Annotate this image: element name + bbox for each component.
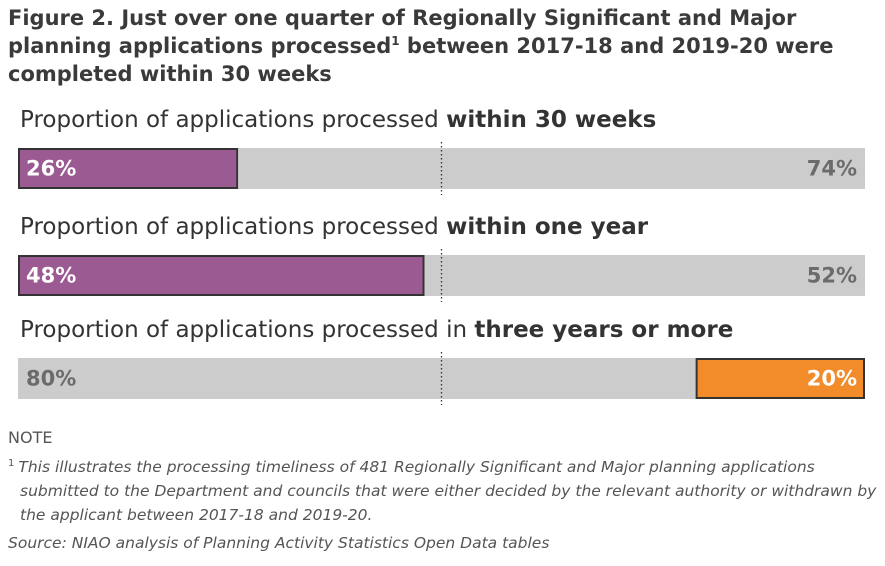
row-label-emphasis: within one year bbox=[446, 214, 649, 240]
row-label: Proportion of applications processed in … bbox=[20, 317, 733, 343]
notes: NOTE 1 This illustrates the processing ti… bbox=[8, 428, 878, 552]
bar-segment bbox=[18, 148, 239, 189]
source: Source: NIAO analysis of Planning Activi… bbox=[8, 534, 550, 552]
value-label: 26% bbox=[26, 157, 76, 181]
bar-segment bbox=[18, 255, 425, 296]
value-label: 52% bbox=[807, 264, 857, 288]
footnote-marker: 1 bbox=[8, 458, 15, 469]
chart: Proportion of applications processed wit… bbox=[18, 107, 866, 405]
title-text: between 2017-18 and 2019-20 were complet… bbox=[8, 34, 834, 86]
value-label: 74% bbox=[807, 157, 857, 181]
title-text: Figure 2. Just over one quarter of Regio… bbox=[8, 6, 797, 58]
row-label-text: Proportion of applications processed bbox=[20, 214, 439, 240]
bar-segment bbox=[695, 358, 865, 399]
row-label-emphasis: three years or more bbox=[474, 317, 733, 343]
value-label: 48% bbox=[26, 264, 76, 288]
row-label: Proportion of applications processed wit… bbox=[20, 107, 656, 133]
figure-title: Figure 2. Just over one quarter of Regio… bbox=[8, 4, 868, 88]
bar-segment bbox=[18, 358, 696, 399]
row-label-emphasis: within 30 weeks bbox=[446, 107, 656, 133]
value-label: 20% bbox=[807, 367, 857, 391]
footnote-text: This illustrates the processing timeline… bbox=[18, 458, 877, 524]
value-label: 80% bbox=[26, 367, 76, 391]
row-label: Proportion of applications processed wit… bbox=[20, 214, 649, 240]
bar-segment bbox=[424, 255, 865, 296]
footnote: 1 This illustrates the processing timelin… bbox=[8, 455, 878, 527]
note-label: NOTE bbox=[8, 428, 53, 447]
bar-segment bbox=[238, 148, 866, 189]
footnote-marker: 1 bbox=[391, 34, 400, 48]
row-label-text: Proportion of applications processed in bbox=[20, 317, 467, 343]
row-label-text: Proportion of applications processed bbox=[20, 107, 439, 133]
